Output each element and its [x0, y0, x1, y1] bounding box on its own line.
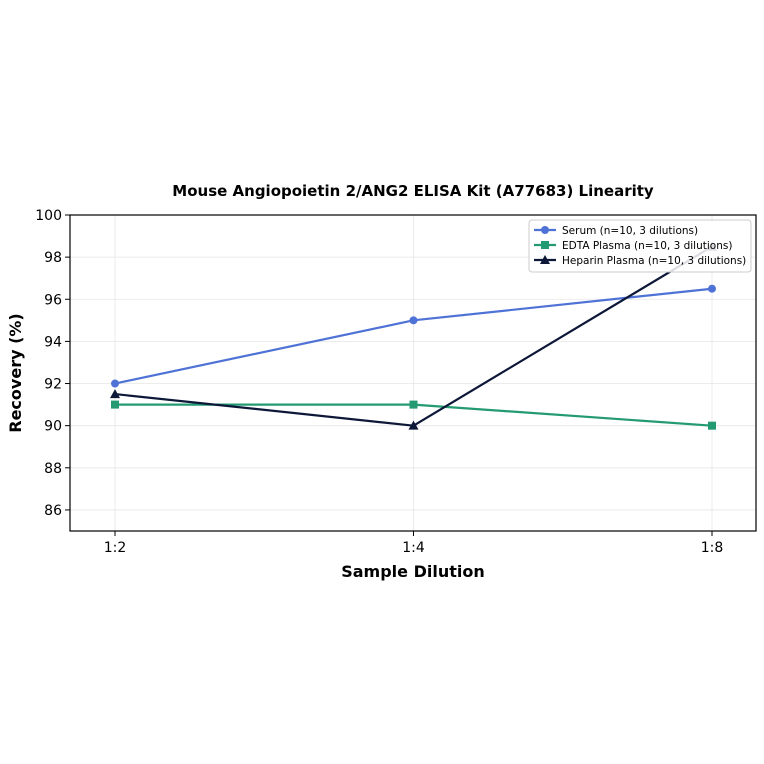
y-tick-label: 98	[44, 250, 62, 266]
series-1-point	[111, 379, 119, 388]
legend-marker-3	[540, 255, 550, 264]
y-tick-label: 96	[44, 292, 62, 308]
series-1-point	[409, 316, 418, 325]
x-tick-label: 1:2	[104, 540, 127, 556]
legend: Serum (n=10, 3 dilutions) EDTA Plasma (n=…	[528, 219, 752, 273]
x-tick-label: 1:4	[402, 540, 425, 556]
y-tick-label: 92	[44, 377, 62, 393]
chart-title: Mouse Angiopoietin 2/ANG2 ELISA Kit (A77…	[172, 182, 654, 200]
y-tick-label: 88	[44, 461, 62, 477]
y-axis-label: Recovery (%)	[6, 313, 25, 432]
x-axis-label: Sample Dilution	[341, 562, 485, 581]
series-3-point	[408, 420, 419, 430]
series-2-point	[409, 400, 418, 409]
legend-marker-2	[541, 241, 549, 249]
series-1-point	[708, 284, 716, 293]
legend-marker-1	[541, 226, 549, 234]
x-tick-label: 1:8	[701, 540, 724, 556]
y-tick-label: 90	[44, 419, 62, 435]
series-2-point	[708, 421, 716, 430]
legend-label-2: EDTA Plasma (n=10, 3 dilutions)	[562, 240, 732, 252]
y-tick-label: 94	[44, 334, 62, 350]
legend-label-1: Serum (n=10, 3 dilutions)	[562, 225, 698, 237]
y-tick-label: 86	[44, 503, 62, 519]
y-tick-label: 100	[35, 208, 62, 224]
axis-ticks: 86 88 90 92 94 96 98 100 1:2 1:4 1:8	[35, 208, 723, 556]
legend-label-3: Heparin Plasma (n=10, 3 dilutions)	[562, 255, 746, 267]
legend-box	[528, 219, 752, 273]
series-3-point	[110, 389, 120, 399]
series-2-point	[111, 400, 119, 409]
